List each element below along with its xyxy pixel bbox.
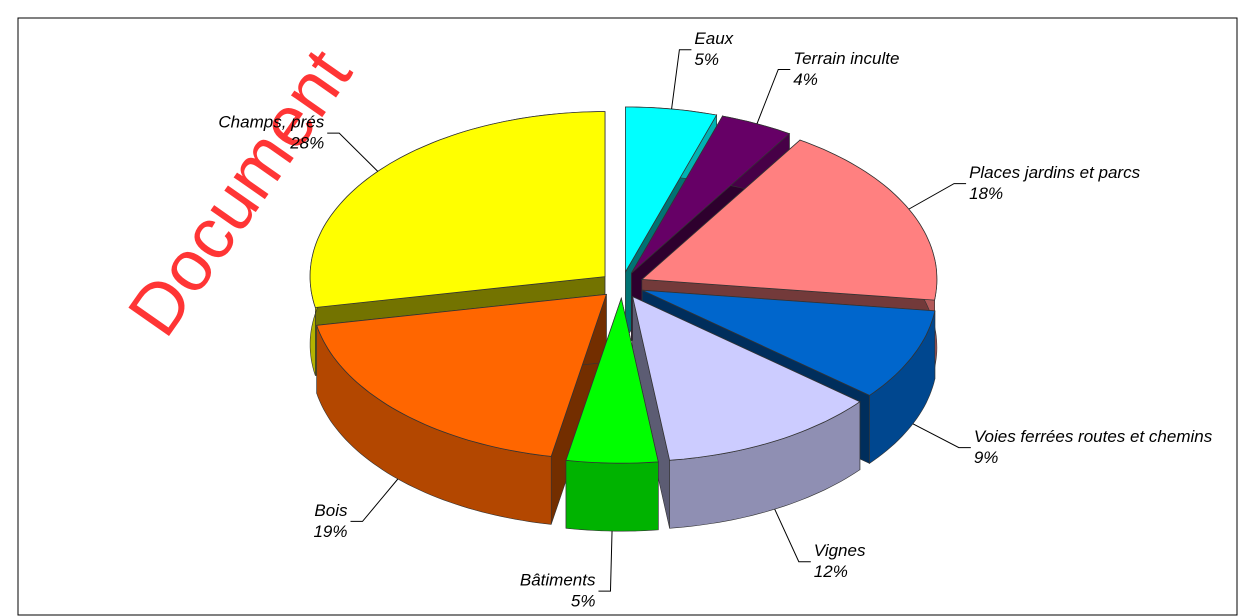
leader-line — [756, 68, 791, 124]
slice — [625, 106, 718, 274]
leader-line — [774, 508, 811, 563]
category-label: Vignes — [814, 541, 866, 560]
category-label: Voies ferrées routes et chemins — [974, 427, 1213, 446]
slice — [632, 295, 861, 461]
value-label: 5% — [571, 592, 596, 611]
category-label: Champs, prés — [218, 113, 324, 132]
category-label: Eaux — [694, 29, 733, 48]
leader-line — [908, 183, 967, 210]
slice — [631, 115, 791, 274]
slice — [316, 293, 607, 457]
slice — [640, 139, 938, 301]
category-label: Places jardins et parcs — [969, 163, 1141, 182]
leader-line — [350, 478, 399, 522]
leader-line — [671, 49, 692, 110]
category-label: Terrain inculte — [793, 49, 899, 68]
value-label: 12% — [814, 562, 848, 581]
leader-line — [598, 531, 613, 592]
pie — [309, 106, 938, 532]
slice — [642, 289, 936, 396]
value-label: 4% — [793, 70, 818, 89]
category-label: Bois — [314, 501, 348, 520]
slice-wall — [565, 459, 659, 532]
value-label: 9% — [974, 448, 999, 467]
value-label: 19% — [313, 522, 347, 541]
category-label: Bâtiments — [520, 571, 596, 590]
leader-line — [327, 132, 379, 172]
value-label: 5% — [694, 50, 719, 69]
value-label: 28% — [289, 134, 324, 153]
leader-line — [912, 423, 971, 449]
slice — [565, 296, 659, 464]
value-label: 18% — [969, 184, 1003, 203]
